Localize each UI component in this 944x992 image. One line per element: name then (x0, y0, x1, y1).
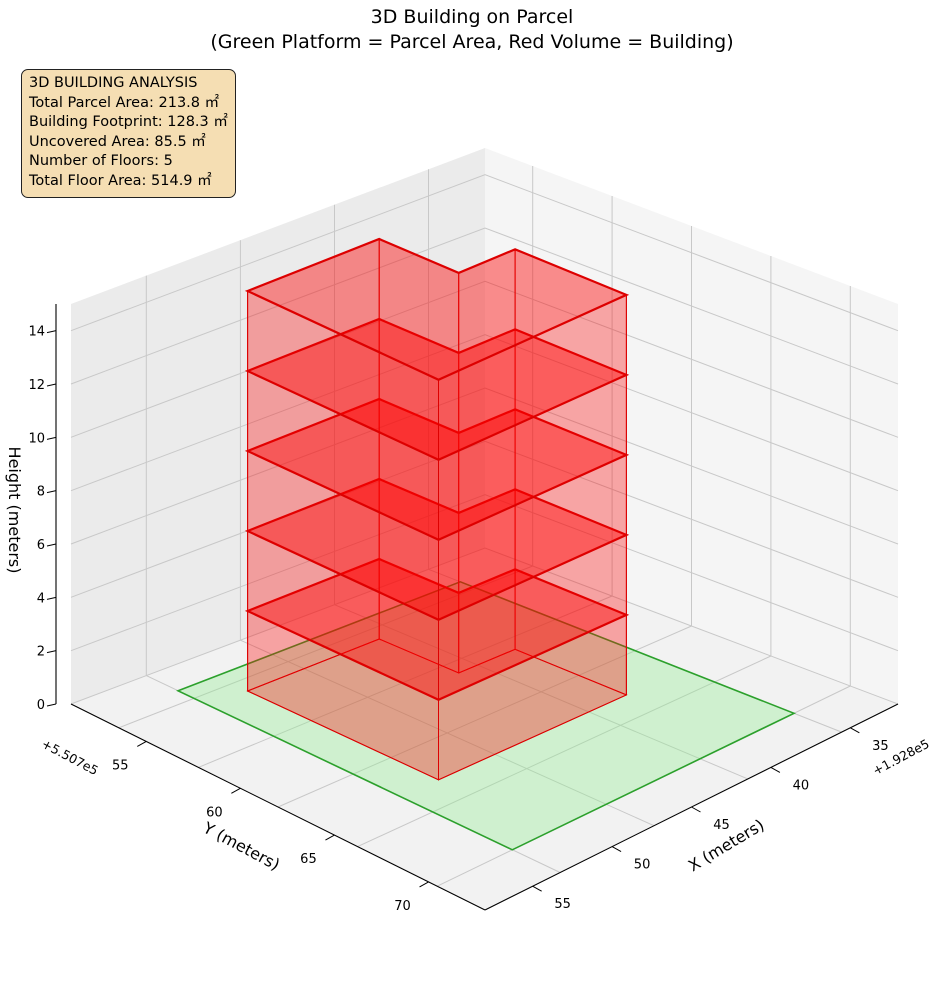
z-axis-label: Height (meters) (5, 447, 24, 574)
z-gridline (70, 334, 899, 492)
y-axis-line (70, 703, 486, 911)
left-wall-pane (71, 148, 485, 704)
info-building-footprint: Building Footprint: 128.3 ㎡ (29, 114, 228, 131)
building-floor (244, 477, 630, 701)
building-floors (176, 237, 796, 851)
x-tick-label: 50 (634, 858, 651, 873)
y-tick-label: 70 (394, 899, 411, 914)
x-tick-mark (611, 846, 622, 853)
z-tick-mark (46, 650, 57, 654)
parcel-platform (176, 580, 796, 851)
z-tick-label: 12 (28, 378, 45, 393)
chart-subtitle: (Green Platform = Parcel Area, Red Volum… (210, 31, 734, 53)
tick-labels: 35 40 45 50 55 55 60 65 70 0 2 4 6 8 10 12 14 (28, 325, 888, 914)
z-gridline (70, 227, 899, 385)
z-tick-label: 0 (37, 698, 45, 713)
floor-top (244, 237, 630, 382)
x-tick-label: 45 (713, 818, 730, 833)
y-tick-mark (419, 881, 429, 888)
z-tick-label: 14 (28, 325, 45, 340)
info-total-floor-area: Total Floor Area: 514.9 ㎡ (29, 172, 212, 189)
floor-pane (71, 548, 898, 910)
y-axis-label: Y (meters) (199, 818, 283, 875)
analysis-info-box: 3D BUILDING ANALYSIS Total Parcel Area: … (21, 69, 236, 198)
z-tick-mark (46, 703, 57, 707)
x-tick-label: 55 (554, 897, 571, 912)
z-gridline (70, 440, 899, 598)
z-tick-label: 10 (28, 431, 45, 446)
z-tick-label: 8 (37, 485, 45, 500)
y-tick-mark (137, 741, 147, 747)
x-tick-mark (691, 806, 701, 813)
z-gridline (70, 547, 899, 705)
z-gridline (70, 174, 899, 332)
z-gridline (70, 494, 899, 652)
info-uncovered-area: Uncovered Area: 85.5 ㎡ (29, 133, 206, 150)
y-tick-mark (231, 787, 241, 794)
z-tick-mark (46, 383, 57, 387)
info-parcel-area: Total Parcel Area: 213.8 ㎡ (29, 94, 220, 111)
info-header: 3D BUILDING ANALYSIS (29, 75, 198, 91)
y-tick-label: 55 (112, 758, 129, 773)
x-tick-label: 40 (793, 778, 810, 793)
chart-title: 3D Building on Parcel (370, 6, 574, 28)
y-tick-label: 65 (300, 852, 317, 867)
z-tick-mark (46, 543, 57, 547)
y-offset-text: +5.507e5 (39, 736, 101, 778)
z-tick-mark (46, 436, 57, 440)
building-floor (244, 317, 630, 541)
axis-grid (70, 166, 899, 887)
z-gridline (70, 280, 899, 438)
x-tick-mark (532, 885, 542, 892)
building-floor (244, 237, 630, 461)
z-tick-label: 4 (37, 591, 45, 606)
y-tick-mark (325, 834, 335, 841)
z-tick-mark (46, 596, 57, 600)
x-tick-mark (770, 766, 781, 773)
z-gridline (70, 387, 899, 545)
z-tick-label: 6 (37, 538, 45, 553)
building-floor (244, 557, 630, 781)
info-number-of-floors: Number of Floors: 5 (29, 153, 173, 170)
x-tick-label: 35 (872, 739, 889, 754)
y-tick-label: 60 (206, 805, 223, 820)
z-tick-label: 2 (37, 645, 45, 660)
z-tick-mark (46, 490, 57, 494)
x-tick-mark (850, 727, 860, 734)
z-tick-mark (46, 330, 57, 334)
